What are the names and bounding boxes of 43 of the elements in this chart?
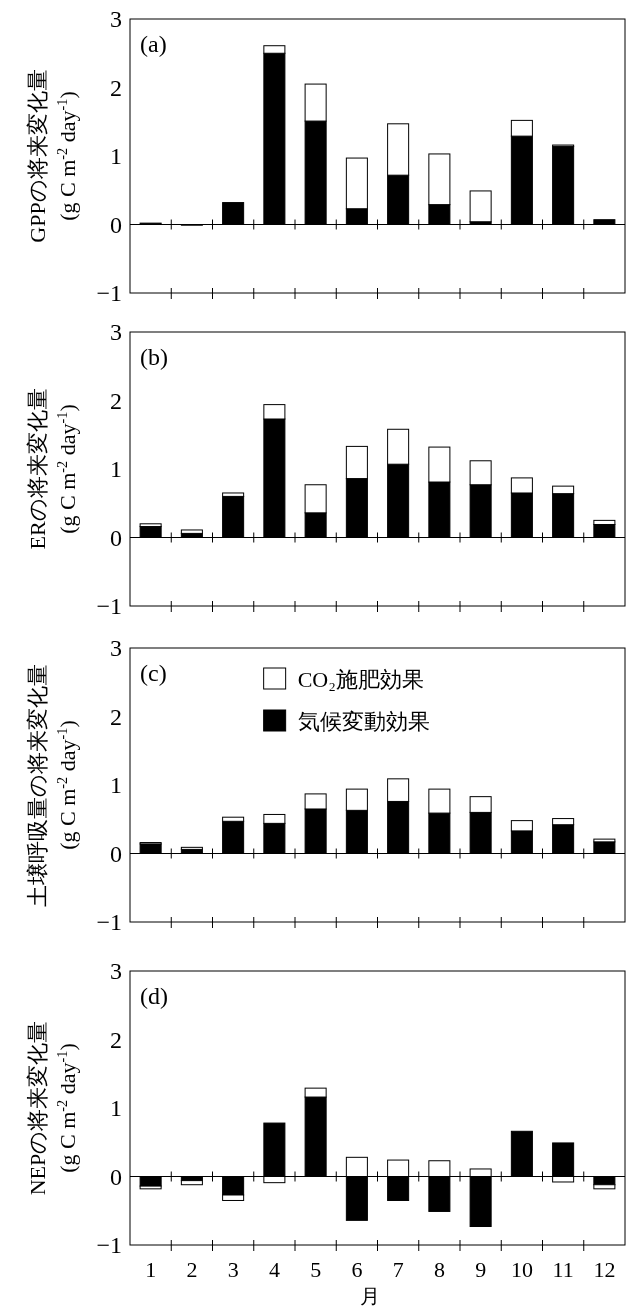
legend-label: CO₂施肥効果 xyxy=(297,666,424,692)
x-tick-label: 3 xyxy=(227,1257,239,1282)
y-tick-label: 3 xyxy=(110,958,122,985)
x-tick-label: 11 xyxy=(552,1257,574,1282)
text: (b) xyxy=(140,344,168,370)
y-tick-label: 2 xyxy=(110,387,122,414)
y-tick-label: 0 xyxy=(110,840,122,867)
x-tick-label: 8 xyxy=(433,1257,445,1282)
y-tick-label: −1 xyxy=(96,1232,122,1259)
y-tick-label: 2 xyxy=(110,703,122,730)
y-tick-label: 3 xyxy=(110,635,122,662)
y-tick-label: −1 xyxy=(96,593,122,620)
x-tick-label: 7 xyxy=(392,1257,404,1282)
y-tick-label: 1 xyxy=(110,143,122,170)
x-tick-label: 12 xyxy=(593,1257,616,1282)
y-tick-label: −1 xyxy=(96,280,122,307)
y-tick-label: 0 xyxy=(110,211,122,238)
y-tick-label: 0 xyxy=(110,1163,122,1190)
y-tick-label: 3 xyxy=(110,319,122,346)
x-tick-label: 9 xyxy=(475,1257,487,1282)
x-tick-label: 10 xyxy=(510,1257,533,1282)
bar xyxy=(469,190,492,223)
y-tick-label: −1 xyxy=(96,909,122,936)
x-tick-label: 5 xyxy=(310,1257,322,1282)
bar xyxy=(180,846,203,850)
y-tick-label: 3 xyxy=(110,6,122,33)
y-tick-label: 1 xyxy=(110,456,122,483)
legend-label: 気候変動効果 xyxy=(297,708,430,734)
x-tick-label: 2 xyxy=(186,1257,198,1282)
x-tick-label: 1 xyxy=(145,1257,157,1282)
x-axis-title: 月 xyxy=(359,1285,380,1307)
text: (c) xyxy=(140,660,167,686)
bar xyxy=(180,529,203,534)
y-tick-label: 0 xyxy=(110,524,122,551)
x-tick-label: 6 xyxy=(351,1257,363,1282)
y-tick-label: 2 xyxy=(110,74,122,101)
text: (d) xyxy=(140,983,168,1009)
y-tick-label: 1 xyxy=(110,772,122,799)
bar xyxy=(180,1180,203,1186)
text: (a) xyxy=(140,31,167,57)
x-tick-label: 4 xyxy=(268,1257,280,1282)
y-tick-label: 1 xyxy=(110,1095,122,1122)
y-tick-label: 2 xyxy=(110,1026,122,1053)
